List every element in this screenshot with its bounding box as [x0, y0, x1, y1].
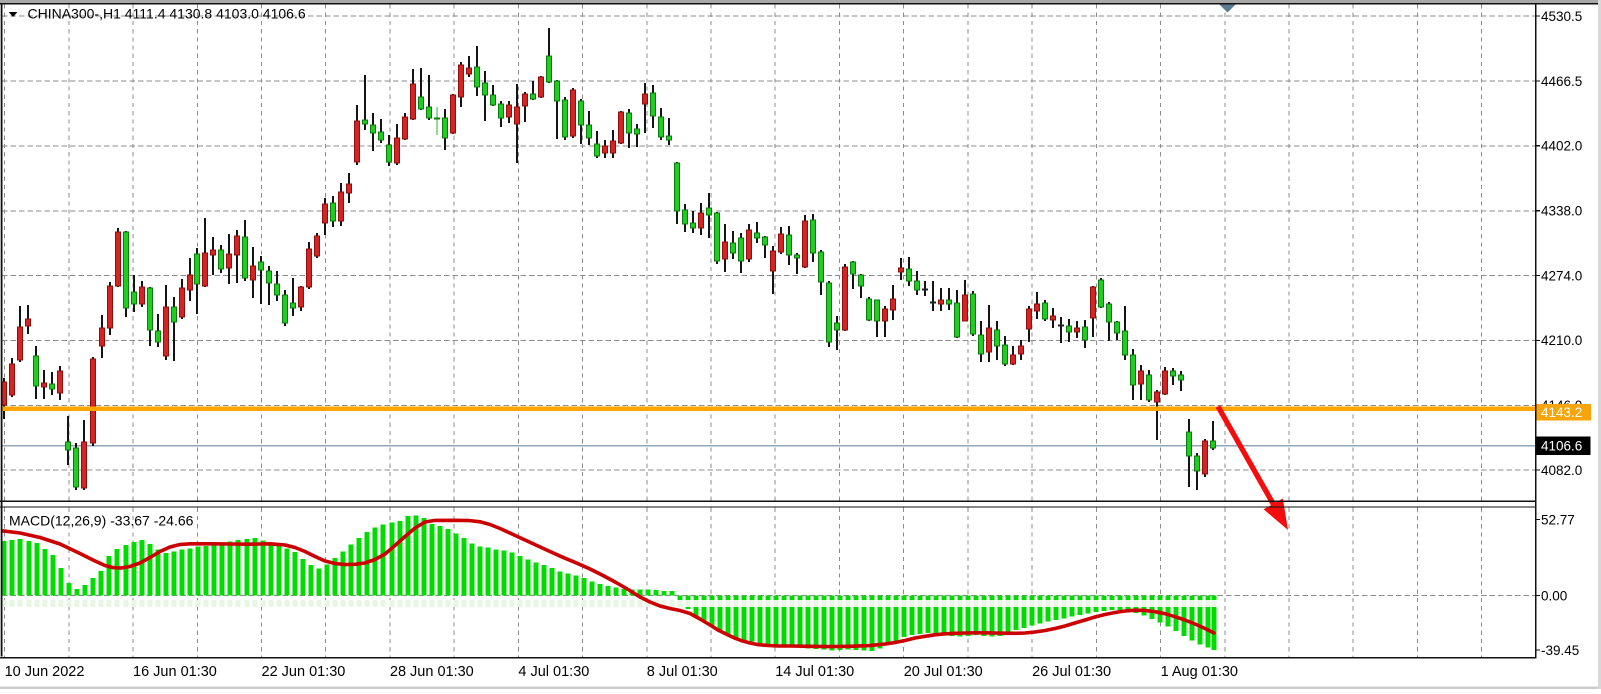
- svg-text:20 Jul 01:30: 20 Jul 01:30: [904, 664, 983, 680]
- svg-text:4274.0: 4274.0: [1541, 268, 1582, 283]
- svg-text:CHINA300-,H1 4111.4 4130.8 41: CHINA300-,H1 4111.4 4130.8 4103.0 4106.6: [28, 6, 306, 22]
- svg-text:4530.5: 4530.5: [1541, 9, 1582, 24]
- svg-text:14 Jul 01:30: 14 Jul 01:30: [775, 664, 854, 680]
- svg-text:MACD(12,26,9) -33.67 -24.66: MACD(12,26,9) -33.67 -24.66: [9, 513, 194, 529]
- svg-text:4402.0: 4402.0: [1541, 139, 1582, 154]
- svg-text:52.77: 52.77: [1541, 512, 1575, 527]
- svg-text:4466.5: 4466.5: [1541, 74, 1582, 89]
- svg-text:1 Aug 01:30: 1 Aug 01:30: [1161, 664, 1238, 680]
- svg-text:28 Jun 01:30: 28 Jun 01:30: [390, 664, 474, 680]
- svg-text:8 Jul 01:30: 8 Jul 01:30: [647, 664, 718, 680]
- svg-text:22 Jun 01:30: 22 Jun 01:30: [262, 664, 346, 680]
- svg-text:0.00: 0.00: [1541, 588, 1567, 603]
- svg-text:4082.0: 4082.0: [1541, 463, 1582, 478]
- svg-text:4143.2: 4143.2: [1541, 405, 1582, 420]
- svg-text:-39.45: -39.45: [1541, 643, 1579, 658]
- svg-text:10 Jun 2022: 10 Jun 2022: [5, 664, 85, 680]
- svg-text:4106.6: 4106.6: [1541, 439, 1582, 454]
- svg-text:16 Jun 01:30: 16 Jun 01:30: [133, 664, 217, 680]
- svg-text:4 Jul 01:30: 4 Jul 01:30: [518, 664, 589, 680]
- svg-text:26 Jul 01:30: 26 Jul 01:30: [1032, 664, 1111, 680]
- svg-text:4210.0: 4210.0: [1541, 333, 1582, 348]
- svg-text:4338.0: 4338.0: [1541, 204, 1582, 219]
